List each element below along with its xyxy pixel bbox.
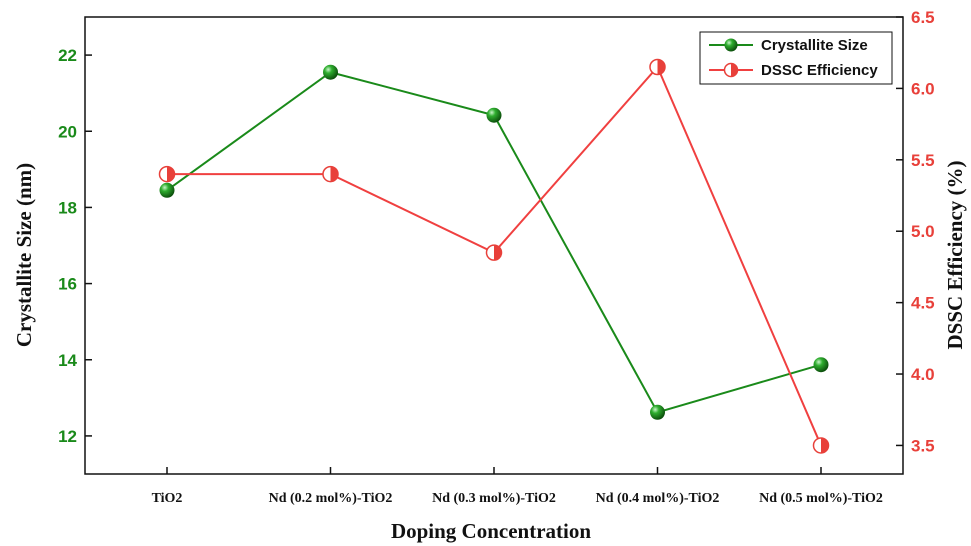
- right-tick-label: 3.5: [911, 436, 935, 455]
- right-tick-label: 4.0: [911, 365, 935, 384]
- left-tick-label: 22: [58, 46, 77, 65]
- efficiency-point: [158, 165, 176, 183]
- right-tick-label: 4.5: [911, 294, 935, 313]
- legend-marker-crystallite: [724, 38, 738, 52]
- left-tick-label: 12: [58, 427, 77, 446]
- x-axis-title: Doping Concentration: [391, 519, 591, 543]
- legend-label-crystallite: Crystallite Size: [761, 37, 868, 54]
- series-line-crystallite-size: [166, 71, 822, 414]
- x-tick-label: Nd (0.3 mol%)-TiO2: [432, 491, 556, 506]
- left-tick-label: 14: [58, 351, 77, 370]
- x-axis-ticks: TiO2 Nd (0.2 mol%)-TiO2 Nd (0.3 mol%)-TiO2…: [152, 467, 883, 506]
- x-tick-label: Nd (0.4 mol%)-TiO2: [596, 491, 720, 506]
- right-tick-label: 5.0: [911, 222, 935, 241]
- x-tick-label: Nd (0.5 mol%)-TiO2: [759, 491, 883, 506]
- right-axis-title: DSSC Efficiency (%): [943, 161, 967, 350]
- legend-marker-efficiency: [723, 62, 739, 78]
- efficiency-point: [649, 58, 666, 76]
- left-tick-label: 18: [58, 198, 77, 217]
- crystallite-point: [323, 64, 338, 80]
- crystallite-point: [159, 182, 175, 198]
- legend-label-efficiency: DSSC Efficiency: [761, 62, 878, 79]
- left-tick-label: 16: [58, 275, 77, 294]
- right-tick-label: 6.0: [911, 79, 935, 98]
- left-axis-title: Crystallite Size (nm): [12, 163, 36, 347]
- right-tick-label: 5.5: [911, 151, 935, 170]
- efficiency-point: [812, 437, 830, 454]
- right-tick-label: 6.5: [911, 8, 935, 27]
- x-tick-label: TiO2: [152, 491, 183, 506]
- crystallite-point: [486, 107, 502, 123]
- right-axis-ticks: 3.5 4.0 4.5 5.0 5.5 6.0 6.5: [896, 8, 935, 455]
- left-tick-label: 20: [58, 122, 77, 141]
- efficiency-point: [322, 165, 339, 183]
- series-layer: [158, 58, 830, 454]
- crystallite-point: [650, 404, 665, 420]
- left-axis-ticks: 12 14 16 18 20 22: [58, 46, 92, 446]
- x-tick-label: Nd (0.2 mol%)-TiO2: [269, 491, 393, 506]
- efficiency-point: [485, 244, 503, 261]
- crystallite-point: [813, 357, 829, 373]
- legend: Crystallite Size DSSC Efficiency: [699, 31, 893, 85]
